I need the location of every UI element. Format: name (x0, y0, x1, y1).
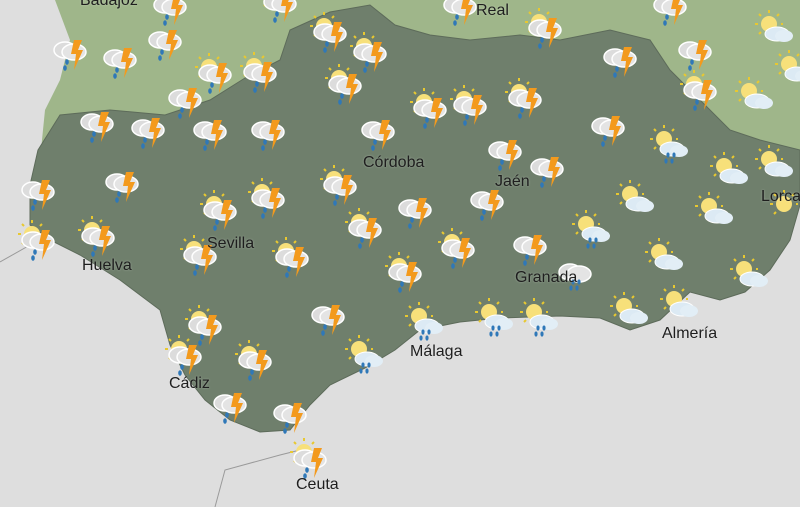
region-andalusia[interactable] (29, 4, 800, 433)
city-label-cordoba: Córdoba (363, 154, 425, 171)
city-label-huelva: Huelva (82, 257, 132, 274)
city-label-jaen: Jaén (495, 173, 530, 190)
city-label-lorca: Lorca (761, 188, 800, 205)
city-label-cadiz: Cádiz (169, 375, 210, 392)
city-label-granada: Granada (515, 269, 578, 286)
city-label-ceuta: Ceuta (296, 476, 339, 493)
city-label-real: Real (476, 2, 509, 19)
city-label-badajoz: Badajoz (80, 0, 138, 9)
city-label-almeria: Almería (662, 325, 718, 342)
city-label-sevilla: Sevilla (207, 235, 255, 252)
city-label-malaga: Málaga (410, 343, 463, 360)
